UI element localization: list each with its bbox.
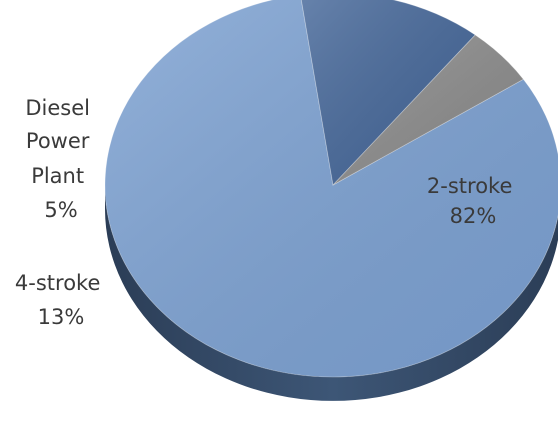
label-2-stroke-pct: 82%	[450, 204, 497, 228]
label-4-stroke-name: 4-stroke	[15, 271, 100, 295]
slice-diesel-power-plant	[332, 34, 524, 186]
slice-4-stroke	[300, 0, 476, 186]
label-2-stroke-name: 2-stroke	[427, 174, 512, 198]
label-diesel-power-plant: Diesel Power Plant 5%	[25, 96, 96, 222]
label-diesel-pct: 5%	[44, 198, 77, 222]
label-4-stroke-pct: 13%	[38, 305, 85, 329]
label-2-stroke: 2-stroke 82%	[427, 174, 519, 228]
label-diesel-line-1: Diesel	[25, 96, 90, 120]
slice-diesel-power-plant-shade	[333, 34, 524, 185]
label-diesel-line-3: Plant	[31, 164, 84, 188]
slice-2-stroke	[104, 0, 558, 378]
label-diesel-line-2: Power	[26, 129, 90, 153]
label-4-stroke: 4-stroke 13%	[15, 271, 107, 329]
slice-2-stroke-shade	[105, 0, 558, 377]
pie-top	[104, 0, 558, 378]
slice-4-stroke-shade	[301, 0, 476, 185]
